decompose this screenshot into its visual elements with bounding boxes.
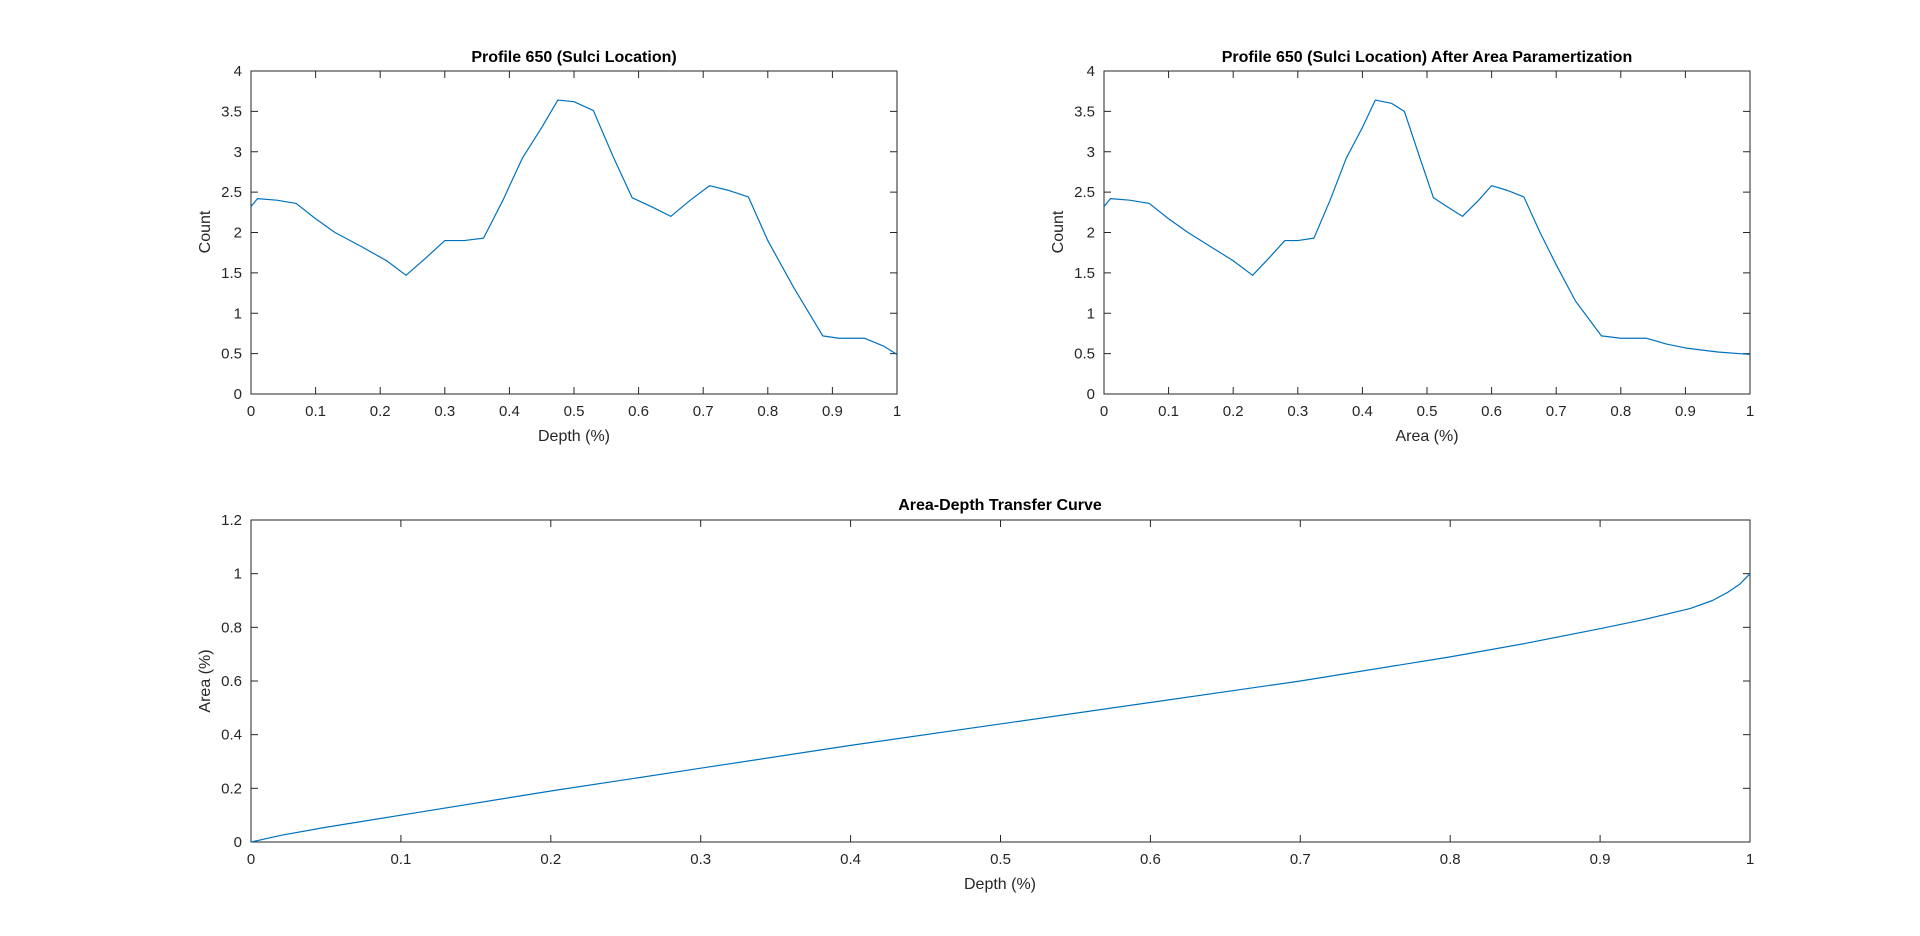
x-tick-label: 0.1 [305,403,326,420]
y-tick-label: 4 [234,63,242,80]
x-tick-label: 0.2 [370,403,391,420]
y-tick-label: 3.5 [1074,103,1095,120]
x-tick-label: 0.9 [1675,403,1696,420]
x-tick-label: 0 [247,851,255,868]
x-tick-label: 1 [1746,851,1754,868]
tick-group: 0 0.1 0.2 0.3 0.4 0.5 0.6 0.7 0.8 0.9 1 0 0.5 1 1.5 2 2.… [221,63,901,420]
x-tick-label: 0 [247,403,255,420]
y-tick-label: 0 [234,386,242,403]
x-tick-label: 0.6 [1140,851,1161,868]
x-tick-label: 0.7 [1546,403,1567,420]
y-tick-label: 1 [1087,305,1095,322]
x-axis-label: Area (%) [1395,428,1458,445]
chart-title: Profile 650 (Sulci Location) [471,49,676,66]
x-tick-label: 1 [1746,403,1754,420]
y-tick-label: 0.2 [221,780,242,797]
y-tick-label: 0 [234,834,242,851]
chart-transfer-curve: 0 0.1 0.2 0.3 0.4 0.5 0.6 0.7 0.8 0.9 1 0 0.2 0.4 0.6 0… [197,497,1754,893]
x-tick-label: 0.3 [434,403,455,420]
y-tick-label: 4 [1087,63,1095,80]
x-tick-label: 0.7 [693,403,714,420]
y-tick-label: 3 [1087,144,1095,161]
x-tick-label: 0.7 [1290,851,1311,868]
y-tick-label: 0 [1087,386,1095,403]
y-tick-label: 0.5 [1074,346,1095,363]
x-tick-label: 1 [893,403,901,420]
y-tick-label: 1 [234,305,242,322]
x-tick-label: 0.8 [1610,403,1631,420]
x-tick-label: 0.9 [822,403,843,420]
x-tick-label: 0.1 [1158,403,1179,420]
x-tick-label: 0 [1100,403,1108,420]
x-tick-label: 0.5 [990,851,1011,868]
tick-group: 0 0.1 0.2 0.3 0.4 0.5 0.6 0.7 0.8 0.9 1 0 0.5 1 1.5 2 2.… [1074,63,1754,420]
x-tick-label: 0.2 [1223,403,1244,420]
plot-area [250,519,1751,843]
y-tick-label: 2.5 [1074,184,1095,201]
y-axis-label: Count [1050,210,1067,253]
series-line [250,573,1751,843]
x-tick-label: 0.3 [690,851,711,868]
y-axis-label: Count [197,210,214,253]
y-tick-label: 3.5 [221,103,242,120]
y-tick-label: 1.5 [221,265,242,282]
y-tick-label: 0.4 [221,727,242,744]
x-tick-label: 0.9 [1590,851,1611,868]
x-tick-label: 0.8 [1440,851,1461,868]
x-tick-label: 0.3 [1287,403,1308,420]
chart-profile-area: 0 0.1 0.2 0.3 0.4 0.5 0.6 0.7 0.8 0.9 1 0 0.5 1 1.5 2 2.… [1050,49,1754,445]
chart-title: Profile 650 (Sulci Location) After Area … [1222,49,1632,66]
y-tick-label: 3 [234,144,242,161]
series-line [1103,99,1751,356]
tick-group: 0 0.1 0.2 0.3 0.4 0.5 0.6 0.7 0.8 0.9 1 0 0.2 0.4 0.6 0… [221,512,1754,868]
y-axis-label: Area (%) [197,649,214,712]
x-tick-label: 0.1 [390,851,411,868]
plot-area [250,70,898,395]
x-tick-label: 0.4 [499,403,520,420]
x-tick-label: 0.4 [840,851,861,868]
chart-profile-depth: 0 0.1 0.2 0.3 0.4 0.5 0.6 0.7 0.8 0.9 1 0 0.5 1 1.5 2 2.… [197,49,901,445]
y-tick-label: 2.5 [221,184,242,201]
y-tick-label: 1 [234,566,242,583]
plot-area [1103,70,1751,395]
series-line [250,99,898,355]
x-tick-label: 0.5 [1417,403,1438,420]
x-tick-label: 0.5 [564,403,585,420]
x-tick-label: 0.6 [628,403,649,420]
y-tick-label: 1.2 [221,512,242,529]
y-tick-label: 2 [1087,225,1095,242]
x-axis-label: Depth (%) [964,876,1036,893]
chart-title: Area-Depth Transfer Curve [898,497,1102,514]
y-tick-label: 2 [234,225,242,242]
y-tick-label: 1.5 [1074,265,1095,282]
y-tick-label: 0.5 [221,346,242,363]
y-tick-label: 0.8 [221,619,242,636]
x-tick-label: 0.8 [757,403,778,420]
x-tick-label: 0.4 [1352,403,1373,420]
x-axis-label: Depth (%) [538,428,610,445]
x-tick-label: 0.6 [1481,403,1502,420]
x-tick-label: 0.2 [540,851,561,868]
y-tick-label: 0.6 [221,673,242,690]
